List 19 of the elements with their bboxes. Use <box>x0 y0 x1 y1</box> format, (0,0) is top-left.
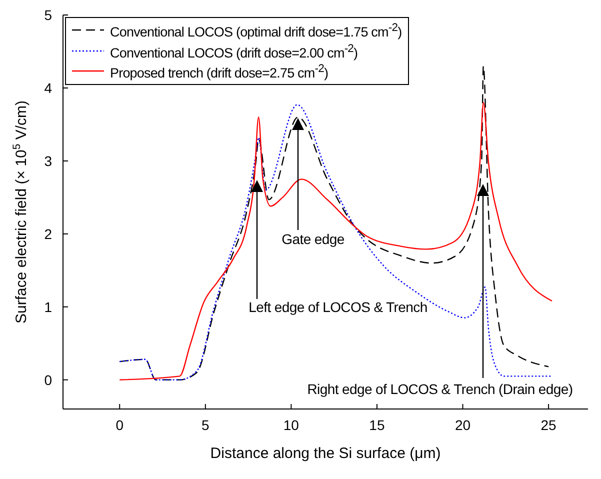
legend-label: Conventional LOCOS (optimal drift dose=1.75 cm$^{-2}$) <box>110 21 402 40</box>
y-tick-label: 5 <box>44 7 52 23</box>
annotation: Gate edge <box>282 231 345 247</box>
x-tick-label: 25 <box>540 416 557 433</box>
y-tick-label: 4 <box>44 80 52 96</box>
legend-label: Proposed trench (drift dose=2.75 cm$^{-2}$) <box>110 62 328 82</box>
y-tick-label: 2 <box>44 226 52 242</box>
legend-label: Conventional LOCOS (drift dose=2.00 cm$^{-2}$) <box>110 42 358 61</box>
annotation: Left edge of LOCOS & Trench <box>248 299 428 315</box>
x-tick-label: 10 <box>283 416 300 433</box>
x-tick-label: 15 <box>369 416 385 433</box>
annotation: Right edge of LOCOS & Trench (Drain edge) <box>307 381 573 397</box>
x-tick-label: 0 <box>116 416 124 433</box>
y-tick-label: 3 <box>44 152 52 169</box>
x-tick-label: 5 <box>202 416 210 433</box>
y-tick-label: 0 <box>44 372 52 388</box>
x-tick-label: 20 <box>454 416 471 433</box>
y-tick-label: 1 <box>44 298 52 315</box>
x-axis-title: Distance along the Si surface (μm) <box>210 445 441 462</box>
